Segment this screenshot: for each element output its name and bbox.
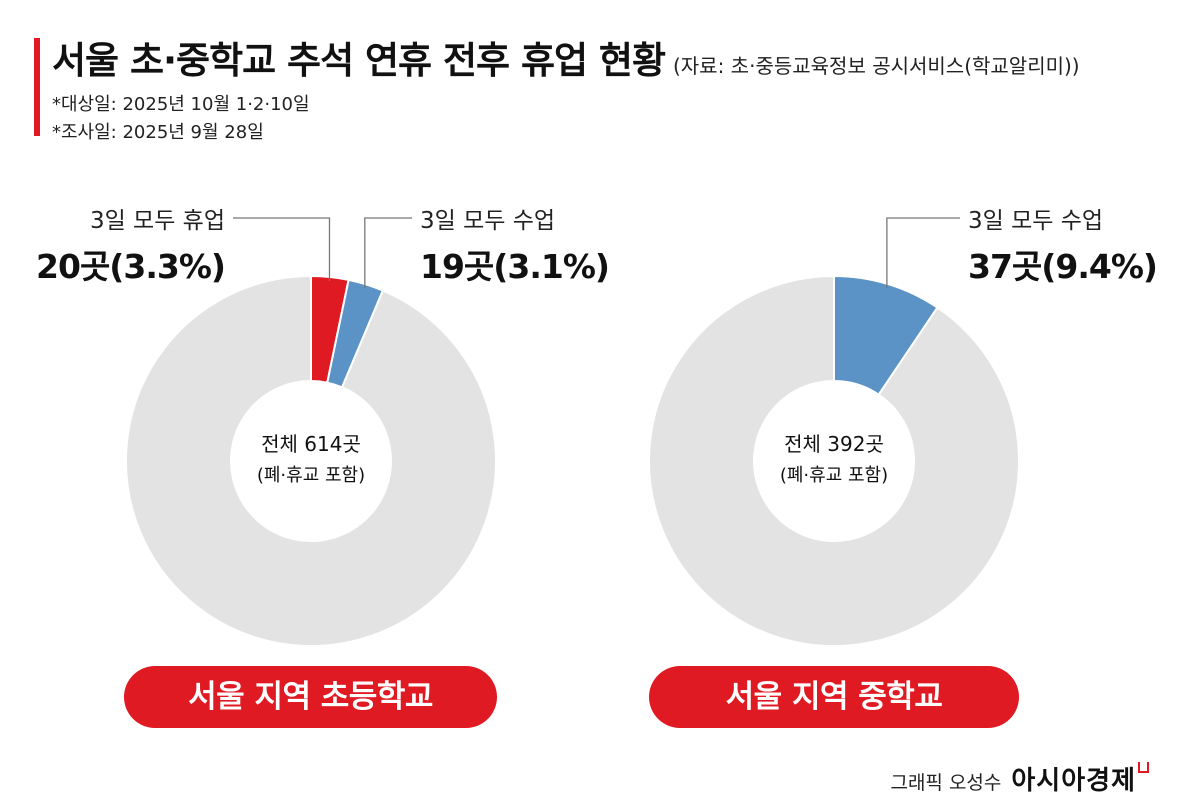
chart-2-label-classes: 3일 모두 수업: [968, 208, 1103, 234]
brand-mark-icon: [1138, 762, 1149, 773]
chart-1-slice-rest: [125, 274, 497, 647]
page-title: 서울 초·중학교 추석 연휴 전후 휴업 현황: [52, 39, 666, 82]
chart-2-center-label-1: 전체 392곳: [784, 432, 884, 456]
survey-date-note: *조사일: 2025년 9월 28일: [52, 122, 264, 143]
chart-1-name-pill: 서울 지역 초등학교: [124, 666, 497, 728]
source-note: (자료: 초·중등교육정보 공시서비스(학교알리미)): [672, 54, 1080, 78]
chart-2-center-label-2: (폐·휴교 포함): [780, 465, 888, 486]
header-accent-bar: [34, 38, 40, 136]
credit: 그래픽 오성수 아시아경제: [890, 760, 1149, 797]
chart-2-name-pill: 서울 지역 중학교: [649, 666, 1019, 728]
chart-1-leader-classes: [364, 217, 412, 289]
chart-1-leader-closed: [233, 217, 331, 281]
chart-2-slice-rest: [648, 274, 1020, 647]
chart-1-label-closed: 3일 모두 휴업: [90, 208, 225, 234]
chart-1-center-label-1: 전체 614곳: [261, 432, 361, 456]
chart-1-center-label-2: (폐·휴교 포함): [257, 465, 365, 486]
target-date-note: *대상일: 2025년 10월 1·2·10일: [52, 94, 310, 115]
chart-2-leader-classes: [886, 217, 960, 288]
chart-1-value-classes: 19곳(3.1%): [420, 247, 609, 286]
chart-1-label-classes: 3일 모두 수업: [420, 208, 555, 234]
chart-1-value-closed: 20곳(3.3%): [36, 247, 225, 286]
chart-2-value-classes: 37곳(9.4%): [968, 247, 1157, 286]
header: 서울 초·중학교 추석 연휴 전후 휴업 현황 (자료: 초·중등교육정보 공시서…: [52, 30, 1080, 84]
credit-label: 그래픽 오성수: [890, 772, 1002, 794]
brand-logo: 아시아경제: [1011, 766, 1136, 796]
